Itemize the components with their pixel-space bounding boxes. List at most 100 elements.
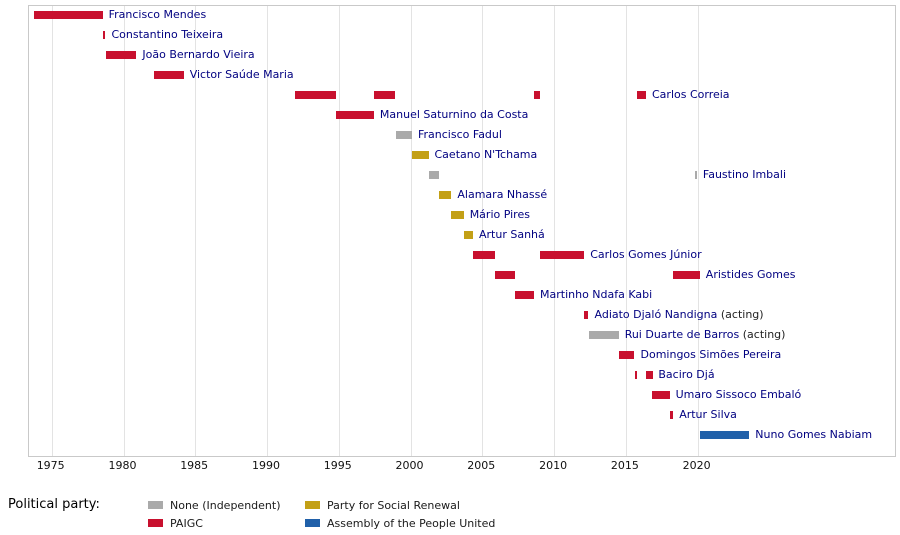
axis-tick-label-1980: 1980: [108, 459, 137, 472]
term-bar: [463, 231, 473, 239]
term-bar: [584, 311, 589, 319]
axis-tick-label-1985: 1985: [180, 459, 209, 472]
legend-column-2: Party for Social Renewal Assembly of the…: [305, 499, 495, 535]
pm-name[interactable]: Artur Sanhá: [479, 228, 545, 241]
term-bar: [428, 171, 439, 179]
gridline-2020: [697, 6, 699, 456]
axis-tick-label-1975: 1975: [36, 459, 65, 472]
axis-tick-label-1995: 1995: [323, 459, 352, 472]
axis-tick-label-2020: 2020: [682, 459, 711, 472]
pm-name-label[interactable]: Artur Sanhá: [479, 228, 545, 241]
gridline-2010: [554, 6, 556, 456]
term-bar: [451, 211, 464, 219]
legend-title: Political party:: [8, 497, 100, 512]
axis-tick-label-2005: 2005: [467, 459, 496, 472]
term-bar: [694, 171, 697, 179]
legend-label-paigc: PAIGC: [170, 516, 203, 530]
pm-name[interactable]: Carlos Correia: [652, 88, 730, 101]
pm-name-label[interactable]: João Bernardo Vieira: [142, 48, 254, 61]
pm-name-label[interactable]: Aristides Gomes: [706, 268, 796, 281]
term-bar: [373, 91, 396, 99]
pm-name[interactable]: Francisco Fadul: [418, 128, 502, 141]
pm-name-label[interactable]: Constantino Teixeira: [112, 28, 224, 41]
pm-name-label[interactable]: Manuel Saturnino da Costa: [380, 108, 528, 121]
gridline-1995: [338, 6, 340, 456]
legend-item-none: None (Independent): [148, 498, 281, 512]
term-bar: [515, 291, 534, 299]
pm-name-label[interactable]: Martinho Ndafa Kabi: [540, 288, 652, 301]
pm-name-label[interactable]: Carlos Gomes Júnior: [590, 248, 701, 261]
pm-name[interactable]: João Bernardo Vieira: [142, 48, 255, 61]
pm-name[interactable]: Aristides Gomes: [705, 268, 796, 281]
term-bar: [295, 91, 336, 99]
legend-item-paigc: PAIGC: [148, 516, 281, 530]
pm-name[interactable]: Victor Saúde Maria: [189, 68, 294, 81]
legend-swatch-prs-icon: [305, 501, 320, 509]
term-bar: [539, 251, 585, 259]
pm-name[interactable]: Domingos Simões Pereira: [640, 348, 782, 361]
pm-name[interactable]: Martinho Ndafa Kabi: [540, 288, 653, 301]
term-bar: [412, 151, 429, 159]
pm-name-suffix: (acting): [739, 328, 786, 341]
term-bar: [652, 391, 670, 399]
legend-label-none: None (Independent): [170, 498, 281, 512]
gridline-2015: [625, 6, 627, 456]
term-bar: [102, 31, 106, 39]
gridline-1980: [123, 6, 125, 456]
term-bar: [105, 51, 137, 59]
axis-tick-label-2010: 2010: [539, 459, 568, 472]
term-bar: [618, 351, 635, 359]
pm-name[interactable]: Artur Silva: [679, 408, 737, 421]
pm-name-label[interactable]: Adiato Djaló Nandigna (acting): [595, 308, 764, 321]
term-bar: [473, 251, 495, 259]
pm-name-label[interactable]: Francisco Mendes: [109, 8, 207, 21]
plot-area: Francisco Mendes Constantino Teixeira João…: [28, 5, 896, 457]
pm-name[interactable]: Faustino Imbali: [702, 168, 787, 181]
pm-name-label[interactable]: Francisco Fadul: [418, 128, 502, 141]
pm-name[interactable]: Adiato Djaló Nandigna: [594, 308, 718, 321]
legend: Political party: None (Independent) PAIG…: [0, 478, 900, 531]
pm-name-label[interactable]: Artur Silva: [679, 408, 737, 421]
legend-column-1: None (Independent) PAIGC: [148, 499, 281, 535]
pm-name[interactable]: Alamara Nhassé: [457, 188, 548, 201]
pm-name[interactable]: Nuno Gomes Nabiam: [755, 428, 873, 441]
pm-name[interactable]: Rui Duarte de Barros: [624, 328, 740, 341]
legend-item-prs: Party for Social Renewal: [305, 499, 495, 512]
gridline-1985: [195, 6, 197, 456]
pm-name-label[interactable]: Caetano N'Tchama: [435, 148, 538, 161]
pm-name-label[interactable]: Umaro Sissoco Embaló: [676, 388, 802, 401]
pm-name-suffix: (acting): [717, 308, 764, 321]
term-bar: [673, 271, 700, 279]
axis-tick-label-2015: 2015: [610, 459, 639, 472]
term-bar: [646, 371, 653, 379]
pm-name[interactable]: Constantino Teixeira: [111, 28, 224, 41]
pm-name[interactable]: Caetano N'Tchama: [434, 148, 538, 161]
pm-name-label[interactable]: Rui Duarte de Barros (acting): [625, 328, 786, 341]
pm-name[interactable]: Francisco Mendes: [108, 8, 207, 21]
term-bar: [33, 11, 103, 19]
pm-name[interactable]: Carlos Gomes Júnior: [590, 248, 702, 261]
legend-swatch-apu-icon: [305, 519, 320, 527]
term-bar: [634, 371, 637, 379]
pm-name[interactable]: Manuel Saturnino da Costa: [379, 108, 529, 121]
pm-name[interactable]: Umaro Sissoco Embaló: [675, 388, 802, 401]
pm-name-label[interactable]: Baciro Djá: [658, 368, 714, 381]
term-bar: [699, 431, 750, 439]
pm-name[interactable]: Mário Pires: [469, 208, 530, 221]
gridline-1990: [267, 6, 268, 456]
pm-name-label[interactable]: Mário Pires: [470, 208, 530, 221]
legend-swatch-paigc-icon: [148, 519, 163, 527]
pm-name-label[interactable]: Alamara Nhassé: [457, 188, 547, 201]
legend-item-apu: Assembly of the People United: [305, 517, 495, 530]
gridline-1975: [51, 6, 53, 456]
term-bar: [494, 271, 516, 279]
pm-name-label[interactable]: Victor Saúde Maria: [190, 68, 294, 81]
term-bar: [588, 331, 619, 339]
axis-tick-label-2000: 2000: [395, 459, 424, 472]
pm-name-label[interactable]: Faustino Imbali: [703, 168, 786, 181]
pm-name-label[interactable]: Nuno Gomes Nabiam: [755, 428, 872, 441]
pm-name[interactable]: Baciro Djá: [658, 368, 715, 381]
term-bar: [534, 91, 540, 99]
pm-name-label[interactable]: Domingos Simões Pereira: [641, 348, 782, 361]
pm-name-label[interactable]: Carlos Correia: [652, 88, 730, 101]
